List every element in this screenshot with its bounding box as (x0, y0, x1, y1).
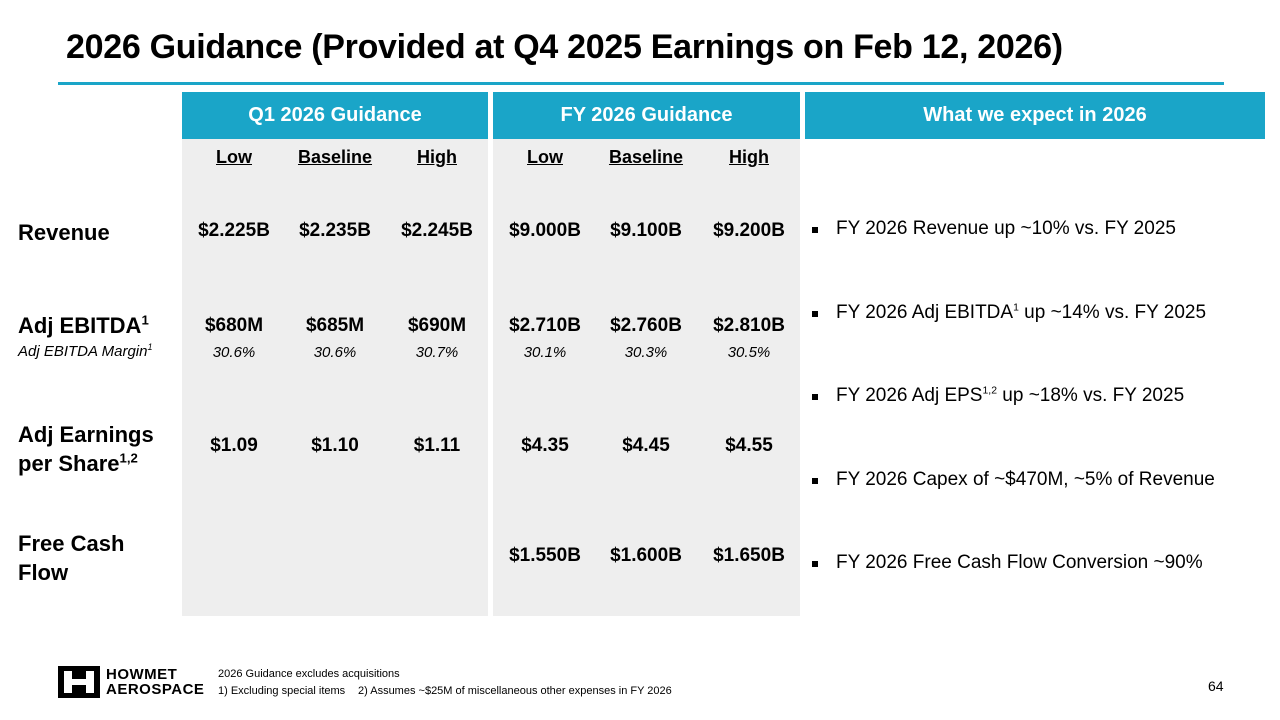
howmet-h-logo-icon (58, 666, 100, 698)
expectation-revenue: FY 2026 Revenue up ~10% vs. FY 2025 (812, 218, 1176, 240)
eps-q1-low: $1.09 (210, 435, 258, 456)
revenue-q1-baseline: $2.235B (299, 220, 371, 241)
ebitda-margin-fy-high: 30.5% (727, 344, 771, 361)
ebitda-margin-fy-baseline: 30.3% (624, 344, 668, 361)
q1-high-subheader: High (417, 147, 457, 167)
expectation-free-cash-flow: FY 2026 Free Cash Flow Conversion ~90% (812, 552, 1203, 574)
company-logo: HOWMET AEROSPACE (58, 666, 204, 698)
fy-high-subheader: High (729, 147, 769, 167)
q1-low-subheader: Low (216, 147, 252, 167)
footnote-acquisitions: 2026 Guidance excludes acquisitions (218, 668, 400, 680)
page-title: 2026 Guidance (Provided at Q4 2025 Earni… (66, 28, 1063, 66)
bullet-square-icon (812, 227, 818, 233)
q1-baseline-subheader: Baseline (297, 147, 373, 167)
fy-guidance-header: FY 2026 Guidance (493, 92, 800, 139)
ebitda-fy-high: $2.810B (713, 315, 785, 336)
fy-low-subheader: Low (527, 147, 563, 167)
revenue-fy-high: $9.200B (713, 220, 785, 241)
ebitda-margin-q1-baseline: 30.6% (313, 344, 357, 361)
expectation-adj-ebitda: FY 2026 Adj EBITDA1 up ~14% vs. FY 2025 (812, 302, 1206, 324)
title-divider (58, 82, 1224, 85)
eps-fy-baseline: $4.45 (622, 435, 670, 456)
row-label-revenue: Revenue (18, 220, 110, 245)
logo-wordmark: HOWMET AEROSPACE (106, 666, 205, 698)
row-label-free-cash-flow: Free Cash Flow (18, 531, 125, 585)
q1-guidance-header: Q1 2026 Guidance (182, 92, 488, 139)
revenue-fy-baseline: $9.100B (610, 220, 682, 241)
fcf-fy-baseline: $1.600B (610, 545, 682, 566)
bullet-square-icon (812, 561, 818, 567)
revenue-q1-low: $2.225B (198, 220, 270, 241)
eps-q1-high: $1.11 (413, 435, 461, 456)
eps-fy-low: $4.35 (521, 435, 569, 456)
ebitda-fy-low: $2.710B (509, 315, 581, 336)
ebitda-margin-fy-low: 30.1% (523, 344, 567, 361)
row-label-adj-eps: Adj Earnings per Share1,2 (18, 422, 154, 476)
revenue-q1-high: $2.245B (401, 220, 473, 241)
footnote-2: 2) Assumes ~$25M of miscellaneous other … (358, 685, 672, 697)
ebitda-q1-low: $680M (204, 315, 264, 336)
row-label-adj-ebitda: Adj EBITDA1 (18, 312, 149, 338)
ebitda-q1-baseline: $685M (305, 315, 365, 336)
row-sublabel-adj-ebitda-margin: Adj EBITDA Margin1 (18, 342, 153, 361)
expectations-header: What we expect in 2026 (805, 92, 1265, 139)
q1-guidance-panel (182, 92, 488, 616)
eps-fy-high: $4.55 (725, 435, 773, 456)
expectation-adj-eps: FY 2026 Adj EPS1,2 up ~18% vs. FY 2025 (812, 385, 1184, 407)
fy-guidance-panel (493, 92, 800, 616)
page-number: 64 (1208, 678, 1224, 694)
ebitda-margin-q1-high: 30.7% (415, 344, 459, 361)
fcf-fy-low: $1.550B (509, 545, 581, 566)
fy-baseline-subheader: Baseline (608, 147, 684, 167)
fcf-fy-high: $1.650B (713, 545, 785, 566)
eps-q1-baseline: $1.10 (311, 435, 359, 456)
footnote-1: 1) Excluding special items (218, 685, 346, 697)
bullet-square-icon (812, 311, 818, 317)
ebitda-q1-high: $690M (407, 315, 467, 336)
revenue-fy-low: $9.000B (509, 220, 581, 241)
bullet-square-icon (812, 478, 818, 484)
ebitda-fy-baseline: $2.760B (610, 315, 682, 336)
expectation-capex: FY 2026 Capex of ~$470M, ~5% of Revenue (812, 469, 1215, 491)
bullet-square-icon (812, 394, 818, 400)
ebitda-margin-q1-low: 30.6% (212, 344, 256, 361)
